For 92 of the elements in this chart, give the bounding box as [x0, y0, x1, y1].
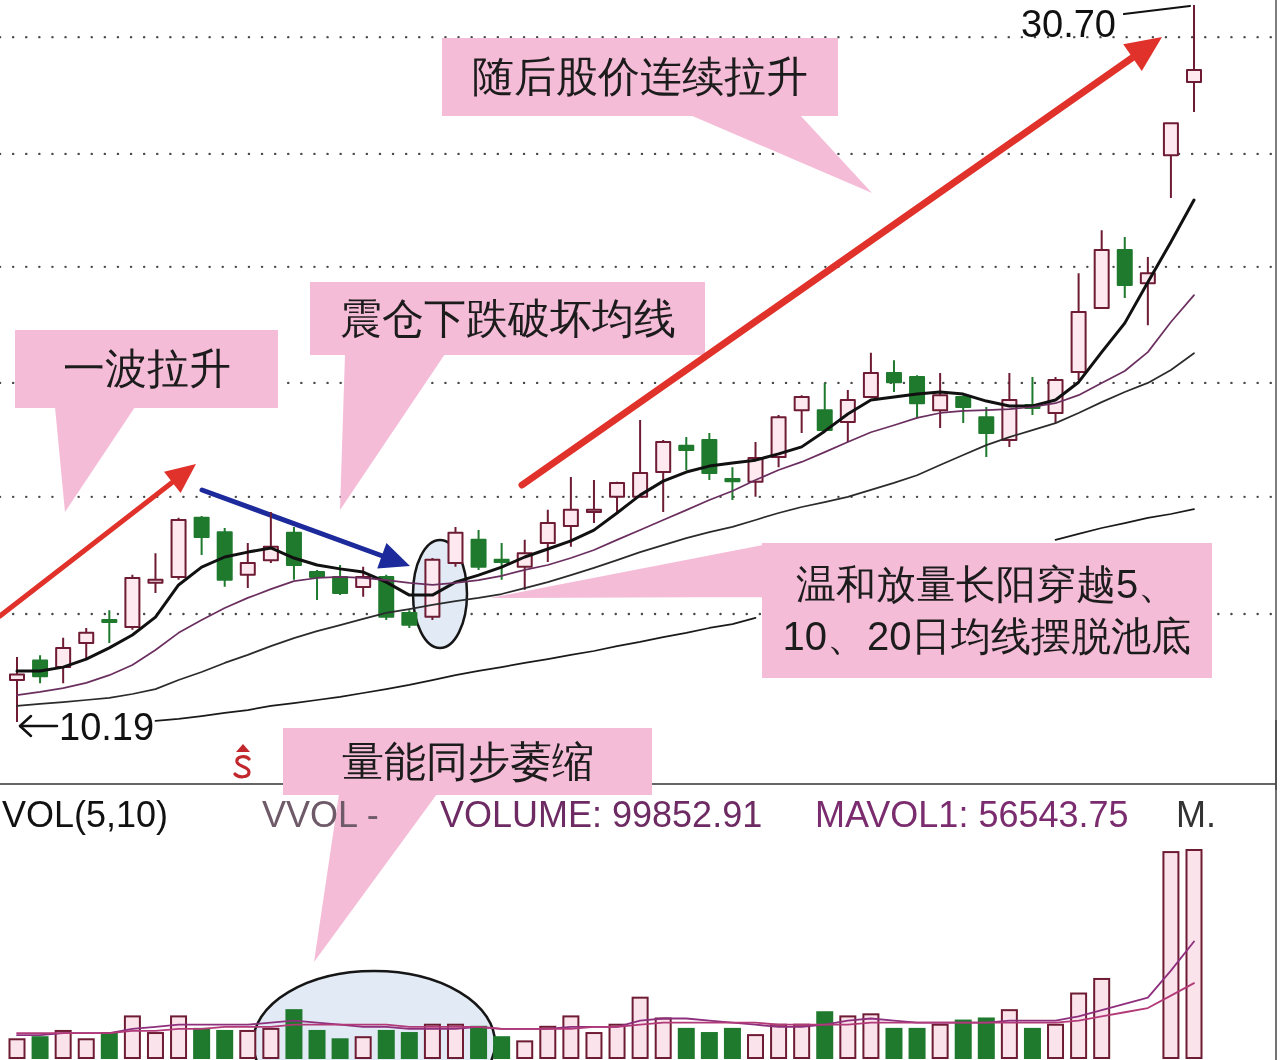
- candlestick: [124, 573, 141, 631]
- candlestick: [1070, 272, 1087, 382]
- candlestick: [932, 372, 949, 429]
- text: MAVOL1: 56543.75: [815, 794, 1129, 835]
- bar: [377, 1029, 395, 1059]
- bar: [31, 1036, 49, 1059]
- candlestick: [285, 525, 302, 581]
- bar: [885, 1027, 903, 1059]
- bar: [470, 1025, 488, 1059]
- candlestick: [147, 552, 164, 594]
- bar: [539, 1025, 557, 1059]
- candlestick: [447, 525, 464, 568]
- candlestick: [585, 479, 602, 525]
- candlestick: [955, 394, 972, 425]
- bar: [239, 1029, 257, 1059]
- bar: [170, 1015, 188, 1059]
- candlestick: [170, 516, 187, 581]
- candlestick: [632, 418, 649, 498]
- bar: [1093, 977, 1111, 1059]
- bar: [631, 996, 649, 1059]
- candlestick: [701, 431, 718, 482]
- bar: [308, 1029, 326, 1059]
- candlestick: [678, 436, 695, 471]
- candlestick: [655, 438, 672, 513]
- candlestick: [816, 381, 833, 432]
- text: M.: [1176, 794, 1216, 835]
- bar: [400, 1032, 418, 1059]
- candlestick: [1116, 236, 1133, 299]
- candlestick: [401, 609, 418, 629]
- candlestick: [724, 466, 741, 502]
- text: VOLUME: 99852.91: [440, 794, 763, 835]
- bar: [146, 1032, 164, 1059]
- candlestick: [1093, 229, 1110, 310]
- candlestick: [770, 414, 787, 469]
- bar: [954, 1019, 972, 1059]
- bar: [700, 1032, 718, 1059]
- bar: [123, 1015, 141, 1059]
- candlestick: [239, 542, 256, 590]
- bar: [262, 1027, 280, 1059]
- bar: [654, 1017, 672, 1059]
- bar: [1000, 1009, 1018, 1059]
- bar: [54, 1029, 72, 1059]
- bar: [1162, 851, 1180, 1059]
- bar: [816, 1011, 834, 1059]
- candlestick: [609, 480, 626, 514]
- bar: [977, 1017, 995, 1059]
- bar: [193, 1027, 211, 1059]
- candlestick: [101, 609, 118, 644]
- candlestick: [216, 526, 233, 588]
- annotation: 30.70: [1020, 3, 1116, 45]
- candlestick: [793, 394, 810, 434]
- chart-title: VOL(5,10): [2, 794, 169, 835]
- candlestick: [9, 655, 25, 723]
- bar: [8, 1038, 26, 1059]
- bar: [862, 1013, 880, 1059]
- candlestick: [978, 406, 995, 459]
- bar: [839, 1015, 857, 1059]
- bar: [1047, 1023, 1065, 1059]
- annotation: 10.19: [59, 706, 155, 748]
- bar: [1185, 849, 1203, 1059]
- candlestick: [55, 636, 72, 685]
- bar: [677, 1027, 695, 1059]
- candlestick: [1186, 4, 1202, 113]
- bar: [516, 1040, 534, 1059]
- bar: [908, 1027, 926, 1059]
- bar: [931, 1023, 949, 1059]
- candlestick: [493, 542, 510, 581]
- candlestick: [332, 564, 349, 597]
- bar: [585, 1032, 603, 1059]
- bar: [747, 1034, 765, 1059]
- text: VVOL -: [262, 794, 379, 835]
- bar: [100, 1032, 118, 1059]
- candlestick: [885, 359, 902, 393]
- bar: [331, 1038, 349, 1059]
- bar: [770, 1023, 788, 1059]
- bar: [1023, 1027, 1041, 1059]
- candlestick: [309, 568, 326, 601]
- candlestick: [862, 351, 879, 398]
- candlestick: [562, 475, 579, 548]
- bar: [608, 1023, 626, 1059]
- bar: [723, 1027, 741, 1059]
- bar: [77, 1038, 95, 1059]
- candlestick: [539, 508, 556, 563]
- bar: [354, 1036, 372, 1059]
- bar: [216, 1029, 234, 1059]
- bar: [562, 1015, 580, 1059]
- bar: [493, 1036, 511, 1059]
- candlestick: [193, 515, 210, 556]
- bar: [285, 1009, 303, 1059]
- candlestick: [1162, 122, 1179, 199]
- candlestick: [470, 529, 487, 571]
- bar: [1070, 992, 1088, 1059]
